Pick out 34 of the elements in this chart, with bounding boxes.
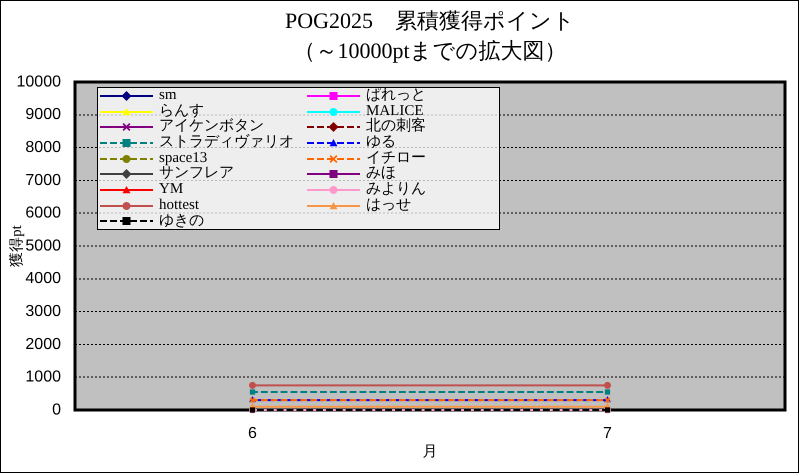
legend-label: サンフレア	[159, 165, 234, 182]
legend-label: イチロー	[366, 150, 426, 166]
legend-label: ストラディヴァリオ	[159, 134, 294, 151]
x-tick-label: 7	[603, 425, 612, 442]
x-axis-title: 月	[422, 444, 438, 460]
y-tick-label: 6000	[25, 204, 62, 222]
legend-label: アイケンボタン	[159, 118, 264, 134]
legend-label: YM	[159, 181, 184, 198]
y-tick-label: 1000	[25, 368, 62, 386]
legend-label: ぱれっと	[366, 87, 426, 104]
y-axis-title: 獲得pt	[8, 224, 25, 267]
legend-label: hottest	[159, 196, 199, 214]
legend-label: ゆきの	[159, 212, 204, 230]
legend-label: みよりん	[366, 181, 426, 198]
legend-label: sm	[159, 87, 177, 104]
legend-label: space13	[159, 150, 208, 166]
chart-title: POG2025 累積獲得ポイント	[284, 8, 576, 33]
legend-label: MALICE	[366, 102, 424, 119]
y-tick-label: 3000	[25, 303, 62, 320]
y-tick-label: 2000	[25, 336, 62, 353]
legend-label: ゆる	[366, 134, 396, 151]
y-tick-label: 5000	[25, 237, 62, 254]
x-tick-label: 6	[248, 425, 258, 442]
y-tick-label: 0	[52, 401, 62, 418]
chart-subtitle: （～10000ptまでの拡大図）	[293, 38, 567, 63]
legend-label: はっせ	[366, 196, 411, 214]
legend-label: 北の刺客	[366, 118, 426, 135]
y-tick-label: 10000	[16, 73, 62, 90]
legend-label: らんす	[159, 102, 204, 119]
y-tick-label: 7000	[25, 172, 62, 189]
legend-label: みほ	[366, 165, 396, 182]
y-tick-label: 8000	[25, 139, 62, 156]
y-tick-label: 9000	[25, 106, 62, 124]
y-tick-label: 4000	[25, 270, 62, 288]
